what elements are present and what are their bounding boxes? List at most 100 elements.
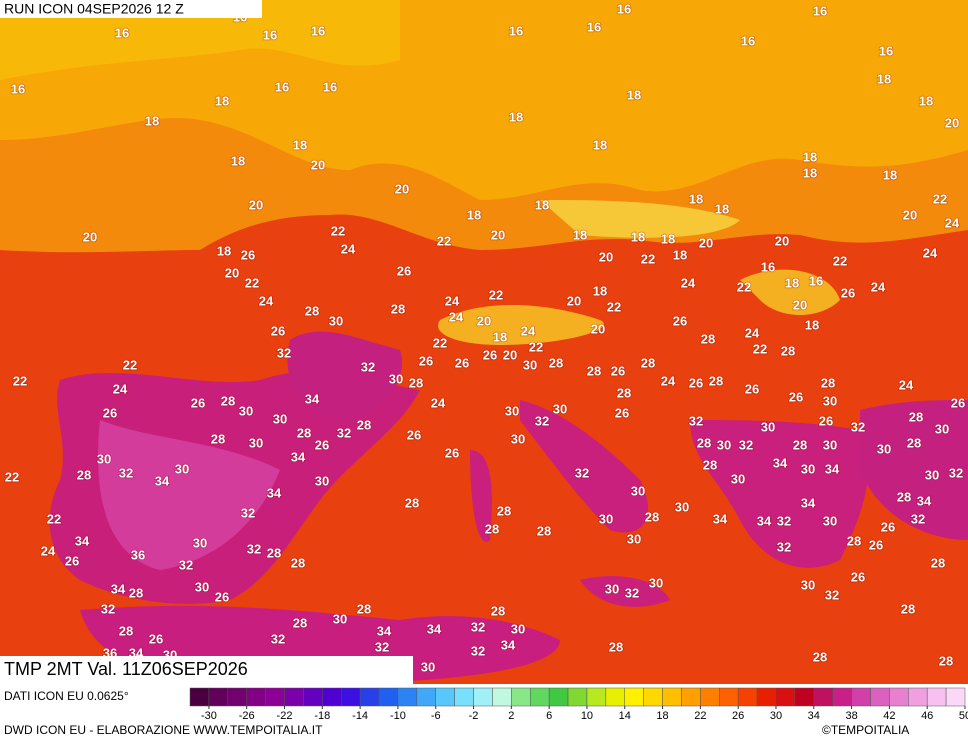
colorbar-label: 42 [883, 710, 895, 722]
colorbar-swatch [700, 687, 720, 707]
temperature-label: 32 [575, 465, 589, 480]
temperature-label: 22 [433, 335, 447, 350]
temperature-label: 18 [883, 167, 897, 182]
temperature-label: 28 [617, 385, 631, 400]
colorbar-label: 38 [845, 710, 857, 722]
colorbar-label: 46 [921, 710, 933, 722]
temperature-label: 28 [129, 585, 143, 600]
colorbar-swatch [756, 687, 777, 707]
temperature-label: 26 [881, 519, 895, 534]
colorbar-label: -2 [469, 710, 479, 722]
temperature-label: 32 [949, 465, 963, 480]
colorbar-swatch [378, 687, 399, 707]
temperature-label: 32 [471, 643, 485, 658]
temperature-label: 30 [675, 499, 689, 514]
colorbar-label: -10 [390, 710, 406, 722]
temperature-label: 34 [825, 461, 840, 476]
temperature-label: 16 [879, 43, 893, 58]
temperature-label: 22 [13, 373, 27, 388]
colorbar-swatch [813, 687, 833, 707]
temperature-label: 28 [405, 495, 419, 510]
colorbar-label: 26 [732, 710, 744, 722]
map [0, 0, 968, 684]
temperature-label: 28 [813, 649, 827, 664]
temperature-label: 24 [449, 309, 464, 324]
temperature-label: 34 [501, 637, 516, 652]
temperature-label: 30 [553, 401, 567, 416]
colorbar-swatch [870, 687, 890, 707]
zone-carpathians [740, 269, 840, 315]
temperature-label: 20 [591, 321, 605, 336]
colorbar-swatch [681, 687, 701, 707]
temperature-label: 30 [239, 403, 253, 418]
temperature-label: 24 [445, 293, 460, 308]
temperature-label: 26 [407, 427, 421, 442]
temperature-label: 18 [231, 153, 245, 168]
temperature-label: 32 [337, 425, 351, 440]
temperature-label: 28 [293, 615, 307, 630]
temperature-label: 28 [609, 639, 623, 654]
colorbar-swatch [416, 687, 436, 707]
temperature-label: 28 [211, 431, 225, 446]
temperature-label: 28 [297, 425, 311, 440]
temperature-label: 28 [703, 457, 717, 472]
temperature-label: 30 [389, 371, 403, 386]
temperature-label: 18 [509, 109, 523, 124]
colorbar-swatch [889, 687, 909, 707]
temperature-label: 20 [249, 197, 263, 212]
temperature-label: 26 [951, 395, 965, 410]
temperature-label: 30 [195, 579, 209, 594]
temperature-label: 18 [689, 191, 703, 206]
temperature-label: 32 [911, 511, 925, 526]
source: DATI ICON EU 0.0625° [4, 689, 129, 703]
colorbar-swatch [851, 687, 871, 707]
temperature-label: 26 [615, 405, 629, 420]
temperature-label: 32 [361, 359, 375, 374]
temperature-label: 30 [627, 531, 641, 546]
colorbar-swatch [322, 687, 342, 707]
temperature-label: 18 [877, 71, 891, 86]
temperature-label: 18 [803, 165, 817, 180]
temperature-label: 28 [847, 533, 861, 548]
temperature-label: 30 [421, 659, 435, 674]
temperature-label: 20 [225, 265, 239, 280]
temperature-label: 28 [119, 623, 133, 638]
zone-france-south [287, 331, 402, 420]
temperature-label: 16 [761, 259, 775, 274]
temperature-label: 22 [5, 469, 19, 484]
temperature-label: 24 [681, 275, 696, 290]
temperature-label: 32 [271, 631, 285, 646]
colorbar-swatch [737, 687, 758, 707]
temperature-label: 34 [111, 581, 126, 596]
zone-cool [0, 0, 400, 80]
temperature-label: 32 [375, 639, 389, 654]
temperature-label: 22 [529, 339, 543, 354]
temperature-label: 24 [745, 325, 760, 340]
temperature-label: 30 [925, 467, 939, 482]
temperature-label: 30 [333, 611, 347, 626]
temperature-label: 30 [731, 471, 745, 486]
temperature-label: 20 [599, 249, 613, 264]
temperature-label: 30 [249, 435, 263, 450]
temperature-label: 30 [823, 513, 837, 528]
temperature-label: 28 [497, 503, 511, 518]
temperature-label: 22 [437, 233, 451, 248]
temperature-label: 18 [145, 113, 159, 128]
logo: ©TEMPOITALIA [822, 723, 909, 737]
temperature-label: 24 [923, 245, 938, 260]
temperature-label: 30 [273, 411, 287, 426]
temperature-label: 20 [903, 207, 917, 222]
temperature-label: 16 [115, 25, 129, 40]
colorbar-swatch [945, 687, 966, 707]
zone-turkey [860, 400, 968, 540]
temperature-label: 20 [775, 233, 789, 248]
temperature-label: 32 [851, 419, 865, 434]
temperature-label: 16 [263, 27, 277, 42]
colorbar-label: 30 [770, 710, 782, 722]
temperature-label: 26 [745, 381, 759, 396]
temperature-label: 22 [933, 191, 947, 206]
temperature-label: 28 [709, 373, 723, 388]
temperature-label: 26 [851, 569, 865, 584]
temperature-label: 18 [919, 93, 933, 108]
temperature-label: 30 [329, 313, 343, 328]
